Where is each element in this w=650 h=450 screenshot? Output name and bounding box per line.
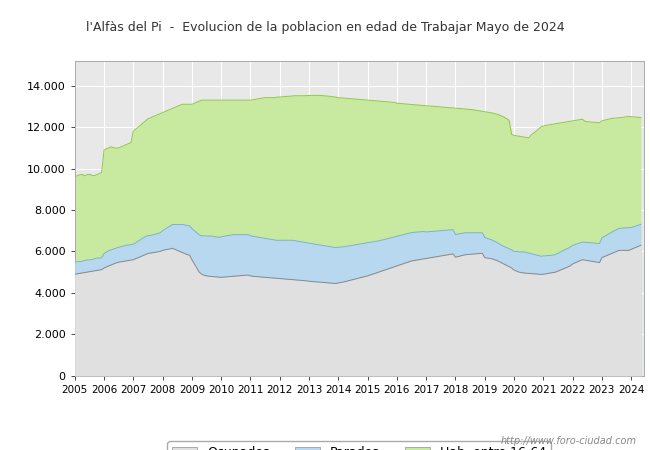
Text: FORO-CIUDAD.COM: FORO-CIUDAD.COM (208, 283, 510, 311)
Text: l'Alfàs del Pi  -  Evolucion de la poblacion en edad de Trabajar Mayo de 2024: l'Alfàs del Pi - Evolucion de la poblaci… (86, 21, 564, 33)
Legend: Ocupados, Parados, Hab. entre 16-64: Ocupados, Parados, Hab. entre 16-64 (168, 441, 551, 450)
Text: http://www.foro-ciudad.com: http://www.foro-ciudad.com (501, 436, 637, 446)
